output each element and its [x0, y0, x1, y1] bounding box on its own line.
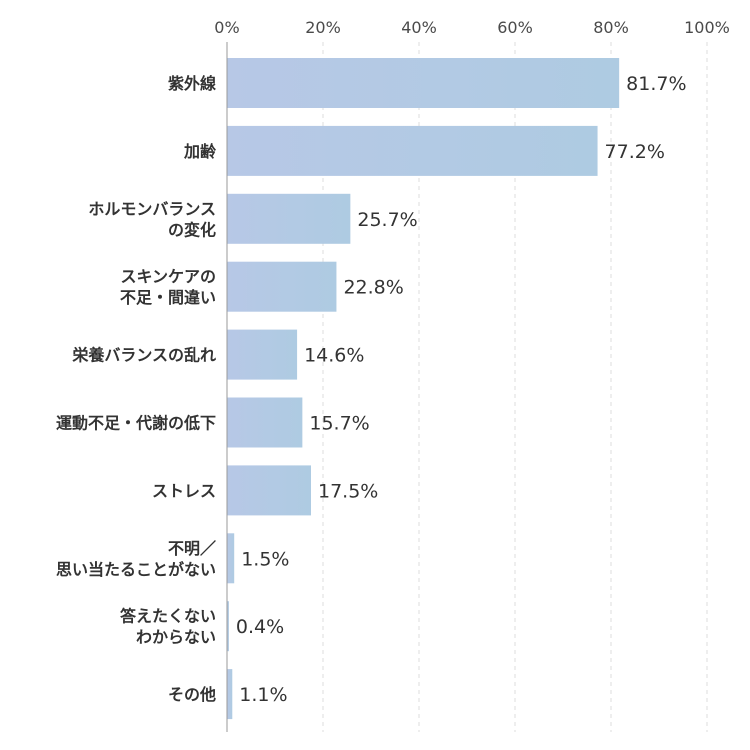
x-tick-label: 100% [684, 18, 730, 37]
value-label: 1.1% [239, 684, 287, 706]
value-label: 0.4% [236, 616, 284, 638]
category-label: 運動不足・代謝の低下 [56, 414, 216, 433]
category-label: 加齢 [183, 142, 217, 161]
value-label: 1.5% [241, 548, 289, 570]
category-label: 思い当たることがない [56, 560, 216, 579]
category-label: 栄養バランスの乱れ [71, 346, 216, 365]
x-tick-label: 40% [401, 18, 437, 37]
value-label: 77.2% [605, 141, 665, 163]
x-tick-label: 60% [497, 18, 533, 37]
bars [227, 58, 620, 720]
x-tick-label: 20% [305, 18, 341, 37]
x-tick-label: 0% [214, 18, 239, 37]
category-labels: 紫外線加齢ホルモンバランスの変化スキンケアの不足・間違い栄養バランスの乱れ運動不… [56, 74, 217, 704]
category-label: 不足・間違い [120, 288, 216, 307]
value-label: 22.8% [343, 277, 403, 299]
bar [227, 397, 303, 448]
category-label: スキンケアの [120, 267, 216, 286]
value-label: 17.5% [318, 480, 378, 502]
bar [227, 125, 598, 176]
value-labels: 81.7% 77.2% 25.7% 22.8% 14.6% 15.7% 17.5% 1.5% 0… [236, 73, 687, 706]
bar [227, 465, 311, 516]
category-label: の変化 [168, 220, 216, 239]
bar [227, 601, 229, 652]
bar [227, 669, 233, 720]
value-label: 81.7% [626, 73, 686, 95]
bar [227, 261, 337, 312]
value-label: 25.7% [357, 209, 417, 231]
category-label: ストレス [152, 481, 216, 500]
category-label: ホルモンバランス [88, 199, 216, 218]
category-label: 不明／ [168, 539, 216, 558]
category-label: わからない [136, 628, 216, 647]
bar [227, 329, 298, 380]
value-label: 14.6% [304, 345, 364, 367]
value-label: 15.7% [309, 413, 369, 435]
bar [227, 193, 351, 244]
bar [227, 58, 620, 108]
category-label: その他 [168, 685, 216, 704]
category-label: 答えたくない [120, 607, 216, 626]
x-axis-ticks: 0% 20% 40% 60% 80% 100% [214, 18, 730, 37]
x-tick-label: 80% [593, 18, 629, 37]
bar [227, 533, 235, 584]
category-label: 紫外線 [168, 74, 216, 93]
